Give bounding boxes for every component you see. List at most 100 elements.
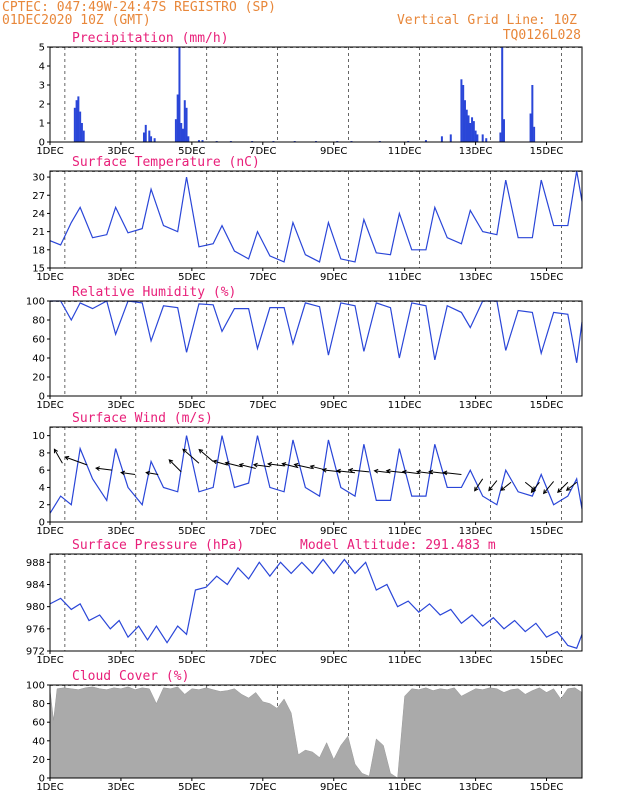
precip-bar	[463, 100, 466, 142]
wind-vector	[120, 470, 136, 476]
wind-vector	[348, 467, 370, 473]
pressure-ytick-label: 988	[26, 558, 45, 569]
precip-bar	[472, 121, 475, 142]
wind-vector	[212, 459, 228, 466]
pressure-line	[49, 558, 583, 649]
precip-bar	[474, 130, 477, 142]
cloud-xtick-label: 1DEC	[36, 782, 63, 793]
precip-bar	[471, 117, 474, 142]
precip-bar	[465, 109, 468, 142]
wind-vector	[416, 469, 434, 475]
temperature-ytick-label: 18	[32, 245, 45, 256]
wind-xtick-label: 7DEC	[249, 526, 276, 537]
precip-bar	[485, 138, 488, 142]
precip-bar	[187, 136, 190, 142]
pressure-frame	[49, 553, 583, 652]
header-date: 01DEC2020 10Z (GMT)	[2, 13, 151, 28]
precip-ytick-label: 5	[39, 43, 45, 54]
temperature-xtick-label: 7DEC	[249, 272, 276, 283]
cloud-xtick-label: 7DEC	[249, 782, 276, 793]
precip-bar	[80, 123, 83, 142]
wind-xtick-label: 1DEC	[36, 526, 63, 537]
precip-xtick-label: 15DEC	[530, 146, 564, 157]
humidity-ytick-label: 0	[39, 392, 45, 403]
pressure-xtick-label: 15DEC	[530, 655, 564, 666]
wind-ytick-label: 8	[39, 448, 45, 459]
precip-bar	[197, 140, 200, 142]
wind-xtick-label: 3DEC	[107, 526, 134, 537]
wind-vector	[500, 481, 512, 491]
pressure-title: Surface Pressure (hPa)	[72, 538, 244, 553]
wind-line	[49, 435, 583, 514]
precip-ytick-label: 4	[39, 62, 45, 73]
header-vertical-grid: Vertical Grid Line: 10Z	[397, 13, 577, 28]
wind-vector	[557, 481, 569, 494]
pressure-ytick-label: 972	[26, 647, 45, 658]
precip-bar	[79, 111, 82, 142]
wind-vector	[530, 481, 540, 494]
precip-bar	[529, 113, 532, 142]
wind-xtick-label: 9DEC	[320, 526, 347, 537]
cloud-xtick-label: 9DEC	[320, 782, 347, 793]
wind-vector	[198, 448, 214, 462]
wind-vector	[267, 461, 285, 467]
precip-bar	[180, 123, 183, 142]
precip-bar	[176, 94, 179, 142]
precip-xtick-label: 7DEC	[249, 146, 276, 157]
wind-vector	[442, 470, 462, 476]
pressure-xtick-label: 3DEC	[107, 655, 134, 666]
pressure-xtick-label: 13DEC	[459, 655, 493, 666]
precip-bar	[75, 100, 78, 142]
wind-xtick-label: 13DEC	[459, 526, 493, 537]
humidity-xtick-label: 11DEC	[388, 400, 422, 411]
temperature-line	[49, 170, 583, 263]
precip-bar	[185, 107, 188, 142]
cloud-area	[49, 686, 583, 779]
wind-vector	[373, 468, 391, 474]
precip-bar	[144, 124, 147, 142]
pressure-ytick-label: 976	[26, 624, 45, 635]
temperature-panel: Surface Temperature (nC) 15 18 21 24 27 30 1DEC…	[32, 155, 583, 283]
precip-ytick-label: 1	[39, 119, 45, 130]
precip-bar	[142, 132, 145, 142]
humidity-xtick-label: 5DEC	[178, 400, 205, 411]
temperature-ytick-label: 24	[32, 209, 45, 220]
pressure-ytick-label: 980	[26, 602, 45, 613]
wind-vector	[95, 466, 113, 471]
pressure-subtitle: Model Altitude: 291.483 m	[300, 538, 496, 553]
wind-vector	[385, 468, 405, 474]
precip-bar	[449, 134, 452, 142]
precip-xtick-label: 13DEC	[459, 146, 493, 157]
temperature-frame	[49, 170, 583, 269]
precip-bar	[148, 130, 151, 142]
wind-ytick-label: 10	[32, 431, 45, 442]
temperature-ytick-label: 30	[32, 173, 45, 184]
wind-vector	[238, 462, 256, 469]
precip-ytick-label: 0	[39, 138, 45, 149]
temperature-xtick-label: 13DEC	[459, 272, 493, 283]
pressure-xtick-label: 1DEC	[36, 655, 63, 666]
wind-ytick-label: 2	[39, 500, 45, 511]
wind-vector	[488, 480, 498, 492]
precip-xtick-label: 5DEC	[178, 146, 205, 157]
humidity-line	[50, 300, 583, 363]
precip-bar	[481, 134, 484, 142]
humidity-title: Relative Humidity (%)	[72, 285, 236, 300]
header-station: CPTEC: 047:49W-24:47S REGISTRO (SP)	[2, 0, 276, 15]
precip-bar	[476, 134, 479, 142]
humidity-ytick-label: 60	[32, 335, 45, 346]
precip-bar	[424, 140, 427, 142]
wind-xtick-label: 11DEC	[388, 526, 422, 537]
wind-vector	[474, 478, 484, 492]
cloud-xtick-label: 11DEC	[388, 782, 422, 793]
precip-bar	[440, 136, 443, 142]
humidity-panel: Relative Humidity (%) 0 20 40 60 80 100 1DEC 3DE…	[26, 285, 583, 411]
cloud-panel: Cloud Cover (%) 0 20 40 60 80 100 1DEC 3DEC 5DEC 7…	[26, 669, 583, 793]
humidity-ytick-label: 100	[26, 297, 45, 308]
humidity-xtick-label: 1DEC	[36, 400, 63, 411]
precip-bar	[150, 136, 153, 142]
precip-bar	[531, 85, 534, 142]
wind-vector	[335, 468, 356, 474]
cloud-ytick-label: 100	[26, 681, 45, 692]
